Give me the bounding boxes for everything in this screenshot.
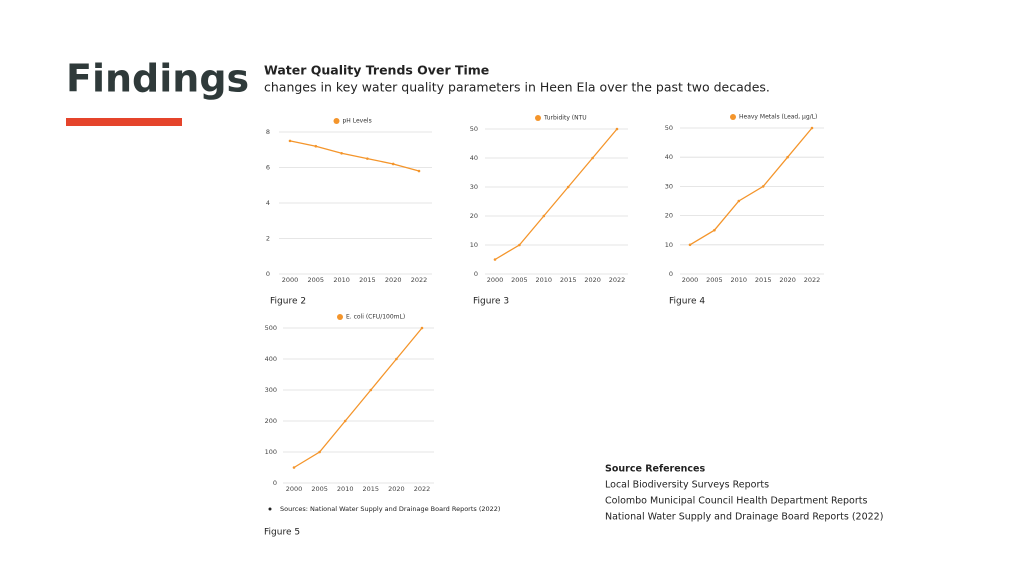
data-point <box>366 157 369 160</box>
y-tick-label: 200 <box>265 417 277 425</box>
x-tick-label: 2000 <box>682 276 699 284</box>
title-underline <box>66 118 182 126</box>
heading: Water Quality Trends Over Time <box>264 63 489 78</box>
y-tick-label: 50 <box>470 125 478 133</box>
data-point <box>810 126 814 130</box>
data-point <box>737 199 741 203</box>
data-point <box>340 152 343 155</box>
legend-label: E. coli (CFU/100mL) <box>346 314 405 321</box>
data-point <box>420 326 424 330</box>
y-tick-label: 30 <box>665 182 673 190</box>
legend-label: Heavy Metals (Lead, µg/L) <box>739 114 817 121</box>
x-tick-label: 2010 <box>731 276 748 284</box>
x-tick-label: 2022 <box>609 276 626 284</box>
y-tick-label: 0 <box>266 270 270 278</box>
data-point <box>518 243 521 247</box>
x-tick-label: 2000 <box>487 276 504 284</box>
data-point <box>591 156 594 160</box>
x-tick-label: 2010 <box>536 276 553 284</box>
y-tick-label: 0 <box>669 270 673 278</box>
x-tick-label: 2015 <box>755 276 772 284</box>
legend-swatch <box>333 118 340 124</box>
x-tick-label: 2020 <box>388 485 405 493</box>
data-point <box>566 185 570 189</box>
reference: Local Biodiversity Surveys Reports <box>605 480 769 491</box>
data-point <box>395 357 398 361</box>
x-tick-label: 2010 <box>337 485 354 493</box>
y-tick-label: 8 <box>266 128 270 136</box>
x-tick-label: 2005 <box>308 276 325 284</box>
y-tick-label: 4 <box>266 199 270 207</box>
x-tick-label: 2000 <box>282 276 299 284</box>
x-tick-label: 2010 <box>333 276 350 284</box>
y-tick-label: 2 <box>266 235 270 243</box>
data-point <box>615 127 619 131</box>
x-tick-label: 2022 <box>411 276 428 284</box>
y-tick-label: 10 <box>470 241 478 249</box>
bullet <box>268 507 272 511</box>
x-tick-label: 2020 <box>779 276 796 284</box>
x-tick-label: 2020 <box>385 276 402 284</box>
y-tick-label: 300 <box>265 386 277 394</box>
y-tick-label: 20 <box>665 212 673 220</box>
x-tick-label: 2015 <box>359 276 376 284</box>
legend-swatch <box>730 114 736 120</box>
data-point <box>688 243 692 247</box>
data-point <box>369 388 373 392</box>
data-line <box>289 140 420 172</box>
data-point <box>542 214 546 218</box>
data-point <box>292 466 296 469</box>
figure-caption: Figure 5 <box>264 528 300 538</box>
legend-swatch <box>535 115 541 121</box>
x-tick-label: 2022 <box>414 485 431 493</box>
data-point <box>288 139 292 143</box>
data-point <box>318 450 321 454</box>
figure-caption: Figure 4 <box>669 297 705 307</box>
y-tick-label: 6 <box>266 164 270 172</box>
data-point <box>417 169 421 173</box>
y-tick-label: 20 <box>470 212 478 220</box>
figure-caption: Figure 2 <box>270 297 306 307</box>
data-line <box>293 327 423 469</box>
data-line <box>689 127 813 246</box>
x-tick-label: 2015 <box>363 485 380 493</box>
legend-swatch <box>337 314 343 320</box>
subtitle: changes in key water quality parameters … <box>264 80 770 95</box>
y-tick-label: 500 <box>265 324 277 332</box>
legend-label: pH Levels <box>343 118 372 125</box>
data-point <box>761 185 765 188</box>
y-tick-label: 40 <box>470 154 478 162</box>
x-tick-label: 2005 <box>311 485 328 493</box>
y-tick-label: 0 <box>273 479 277 487</box>
x-tick-label: 2000 <box>286 485 303 493</box>
y-tick-label: 10 <box>665 241 673 249</box>
source-note: Sources: National Water Supply and Drain… <box>280 505 500 513</box>
y-tick-label: 400 <box>265 355 277 363</box>
data-point <box>391 162 395 166</box>
y-tick-label: 30 <box>470 183 478 191</box>
data-point <box>713 228 716 232</box>
slide-title: Findings <box>66 57 249 101</box>
reference: Colombo Municipal Council Health Departm… <box>605 496 867 507</box>
y-tick-label: 0 <box>474 270 478 278</box>
data-point <box>786 155 789 159</box>
data-point <box>343 419 347 423</box>
x-tick-label: 2020 <box>584 276 601 284</box>
reference: National Water Supply and Drainage Board… <box>605 512 883 523</box>
y-tick-label: 50 <box>665 124 673 132</box>
x-tick-label: 2005 <box>706 276 723 284</box>
y-tick-label: 40 <box>665 153 673 161</box>
x-tick-label: 2015 <box>560 276 577 284</box>
legend-label: Turbidity (NTU <box>543 115 587 122</box>
x-tick-label: 2022 <box>804 276 821 284</box>
y-tick-label: 100 <box>265 448 277 456</box>
figure-caption: Figure 3 <box>473 297 509 307</box>
data-point <box>493 258 497 261</box>
x-tick-label: 2005 <box>511 276 528 284</box>
data-point <box>314 144 318 148</box>
references-title: Source References <box>605 464 705 475</box>
data-line <box>494 128 618 261</box>
